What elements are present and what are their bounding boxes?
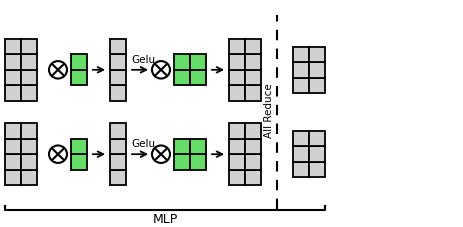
- Bar: [229, 155, 244, 170]
- Bar: [21, 86, 37, 101]
- Bar: [244, 86, 260, 101]
- Bar: [244, 39, 260, 55]
- Bar: [189, 139, 206, 155]
- Bar: [5, 155, 21, 170]
- Bar: [5, 139, 21, 155]
- Bar: [21, 139, 37, 155]
- Bar: [110, 124, 126, 139]
- Bar: [174, 139, 189, 155]
- Bar: [110, 139, 126, 155]
- Bar: [21, 170, 37, 185]
- Bar: [308, 47, 324, 63]
- Bar: [174, 55, 189, 71]
- Circle shape: [152, 62, 169, 79]
- Bar: [5, 39, 21, 55]
- Bar: [21, 55, 37, 71]
- Bar: [189, 55, 206, 71]
- Bar: [229, 71, 244, 86]
- Text: Gelu: Gelu: [131, 139, 155, 149]
- Bar: [5, 170, 21, 185]
- Bar: [229, 86, 244, 101]
- Bar: [229, 139, 244, 155]
- Bar: [229, 39, 244, 55]
- Bar: [308, 162, 324, 178]
- Bar: [292, 131, 308, 147]
- Bar: [229, 55, 244, 71]
- Circle shape: [49, 62, 67, 79]
- Bar: [110, 39, 126, 55]
- Bar: [244, 124, 260, 139]
- Bar: [21, 155, 37, 170]
- Bar: [110, 86, 126, 101]
- Bar: [308, 63, 324, 78]
- Bar: [110, 155, 126, 170]
- Bar: [5, 86, 21, 101]
- Bar: [21, 39, 37, 55]
- Bar: [71, 55, 87, 71]
- Bar: [189, 155, 206, 170]
- Bar: [292, 147, 308, 162]
- Bar: [229, 170, 244, 185]
- Bar: [5, 124, 21, 139]
- Circle shape: [152, 146, 169, 163]
- Bar: [292, 162, 308, 178]
- Bar: [244, 71, 260, 86]
- Bar: [5, 71, 21, 86]
- Bar: [229, 124, 244, 139]
- Bar: [292, 63, 308, 78]
- Bar: [174, 155, 189, 170]
- Bar: [110, 71, 126, 86]
- Bar: [21, 71, 37, 86]
- Text: MLP: MLP: [152, 212, 177, 225]
- Text: All Reduce: All Reduce: [263, 83, 274, 137]
- Bar: [71, 139, 87, 155]
- Bar: [71, 155, 87, 170]
- Bar: [244, 55, 260, 71]
- Bar: [110, 170, 126, 185]
- Bar: [244, 139, 260, 155]
- Bar: [5, 55, 21, 71]
- Bar: [71, 71, 87, 86]
- Bar: [21, 124, 37, 139]
- Bar: [174, 71, 189, 86]
- Circle shape: [49, 146, 67, 163]
- Bar: [244, 170, 260, 185]
- Bar: [308, 131, 324, 147]
- Bar: [292, 78, 308, 94]
- Bar: [189, 71, 206, 86]
- Bar: [244, 155, 260, 170]
- Bar: [308, 78, 324, 94]
- Text: Gelu: Gelu: [131, 55, 155, 65]
- Bar: [308, 147, 324, 162]
- Bar: [292, 47, 308, 63]
- Bar: [110, 55, 126, 71]
